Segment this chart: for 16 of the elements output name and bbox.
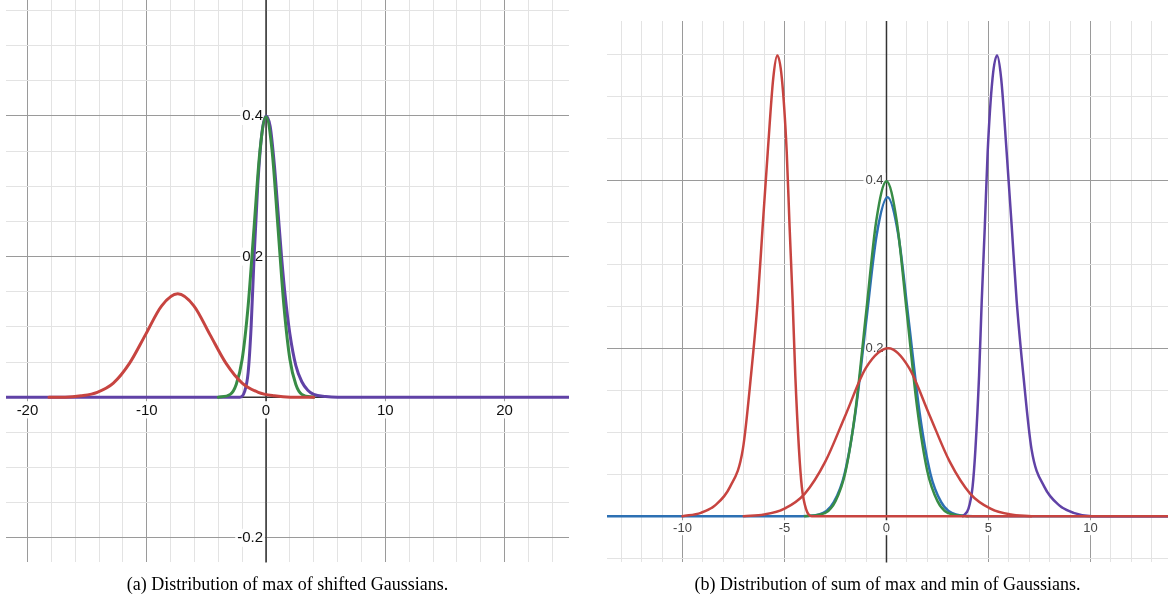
x-tick-label: -5 [778, 520, 791, 536]
text: (b) Distribution of sum of max and min of Gaussians. [694, 573, 1081, 595]
y-tick-label: 0.4 [865, 172, 884, 188]
x-tick-label: 0 [882, 520, 891, 536]
y-tick-label: 0.2 [865, 339, 884, 355]
x-tick-label: 20 [496, 400, 513, 418]
x-tick-label: 10 [376, 400, 394, 418]
x-tick-label: 5 [984, 520, 993, 536]
x-tick-label: 0 [261, 400, 271, 418]
x-tick-label: -10 [673, 520, 692, 536]
x-tick-label: -10 [135, 400, 158, 418]
y-tick-label: 0.4 [242, 106, 264, 124]
text: (a) Distribution of max of shifted Gaussians. [126, 573, 449, 595]
x-tick-label: 10 [1083, 520, 1098, 536]
y-tick-label: -0.2 [237, 527, 264, 545]
x-tick-label: -20 [16, 400, 39, 418]
